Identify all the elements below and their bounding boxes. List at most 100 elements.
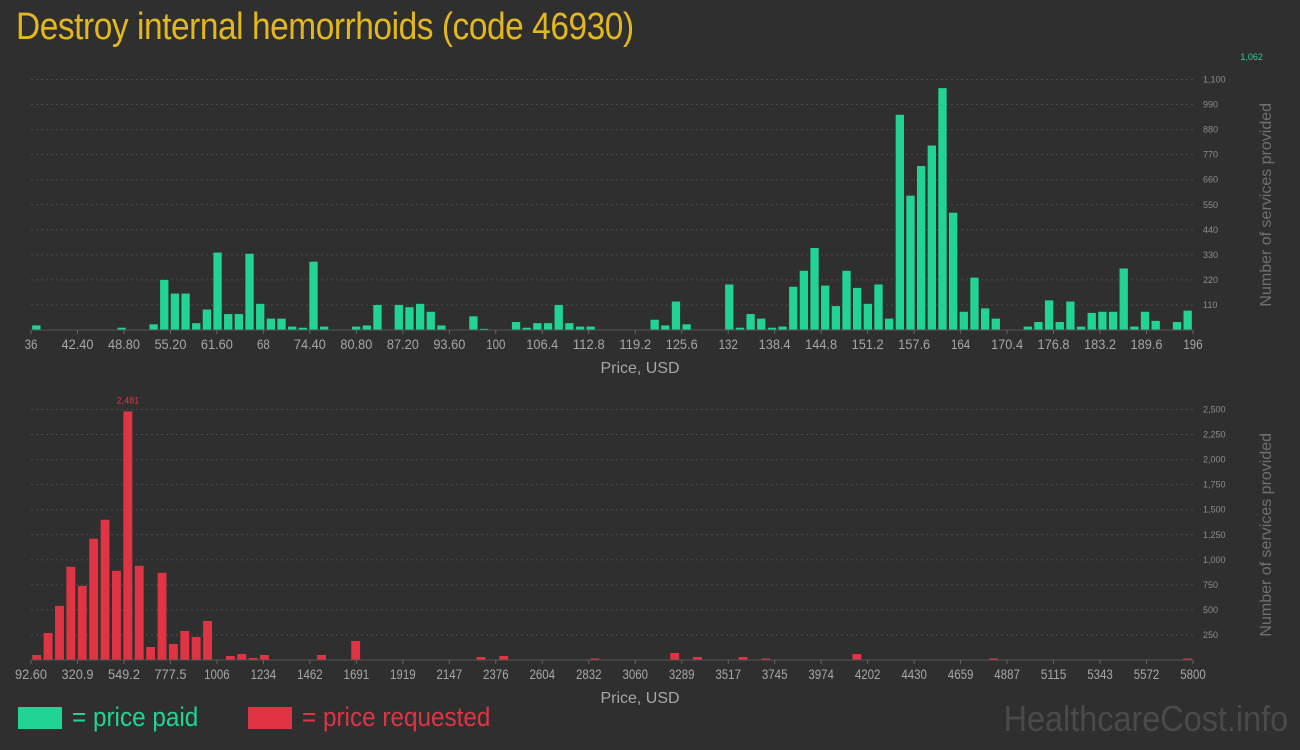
bar	[225, 655, 235, 660]
bar	[117, 327, 126, 330]
bar	[415, 303, 425, 330]
y-tick-label: 750	[1203, 580, 1218, 590]
bar	[224, 314, 233, 330]
bar	[256, 303, 265, 330]
bar	[437, 325, 446, 330]
bar	[810, 248, 819, 330]
bar	[320, 326, 329, 330]
y-tick-label: 550	[1203, 200, 1218, 210]
peak-value-label: 2,481	[117, 395, 140, 405]
bar	[191, 636, 201, 660]
bar	[160, 279, 169, 330]
bar	[192, 323, 201, 330]
x-tick-label: 92.60	[15, 666, 47, 682]
bar	[180, 630, 190, 660]
bar	[789, 286, 798, 330]
bar	[146, 646, 156, 660]
bar	[799, 270, 809, 330]
y-tick-label: 1,100	[1203, 75, 1226, 85]
y-tick-label: 250	[1203, 630, 1218, 640]
legend-item-price-paid: = price paid	[18, 702, 212, 733]
y-tick-label: 1,500	[1203, 505, 1226, 515]
bar	[906, 195, 915, 330]
bar	[1151, 320, 1160, 330]
bar	[351, 326, 361, 330]
legend-label-price-paid: = price paid	[72, 702, 199, 732]
bar	[469, 316, 478, 330]
x-tick-label: 183.2	[1084, 336, 1116, 352]
bar	[1182, 658, 1192, 660]
y-axis-title: Number of services provided	[1258, 433, 1275, 637]
bar	[66, 566, 76, 660]
bar	[511, 322, 521, 330]
page-title: Destroy internal hemorrhoids (code 46930…	[16, 6, 634, 48]
legend: = price paid = price requested	[18, 702, 548, 733]
bar	[149, 324, 158, 330]
x-tick-label: 4887	[994, 666, 1020, 682]
bar	[476, 656, 486, 660]
bar	[831, 306, 841, 330]
bar	[927, 145, 936, 330]
y-tick-label: 2,000	[1203, 455, 1226, 465]
bar	[203, 620, 213, 660]
bar	[938, 88, 947, 330]
bar	[661, 325, 670, 330]
bar	[980, 308, 990, 330]
x-tick-label: 125.6	[666, 336, 698, 352]
y-tick-label: 2,250	[1203, 430, 1226, 440]
bar	[586, 326, 595, 330]
legend-item-price-requested: = price requested	[248, 702, 511, 733]
x-tick-label: 1691	[344, 666, 370, 682]
bar	[1076, 326, 1086, 330]
y-tick-label: 2,500	[1203, 405, 1226, 415]
bar	[248, 657, 258, 660]
x-tick-label: 100	[486, 336, 505, 352]
bar	[288, 326, 297, 330]
x-tick-label: 157.6	[898, 336, 930, 352]
bar	[499, 655, 509, 660]
x-tick-label: 1234	[251, 666, 277, 682]
y-tick-label: 500	[1203, 605, 1218, 615]
x-tick-label: 164	[951, 336, 970, 352]
x-tick-label: 3517	[715, 666, 741, 682]
x-axis-title: Price, USD	[600, 360, 679, 377]
x-tick-label: 61.60	[201, 336, 233, 352]
bar	[260, 654, 269, 660]
y-tick-label: 1,000	[1203, 555, 1226, 565]
x-tick-label: 5800	[1180, 666, 1206, 682]
x-tick-label: 42.40	[61, 336, 93, 352]
bar	[1108, 311, 1118, 330]
bar	[170, 293, 180, 330]
bar	[351, 640, 361, 660]
y-tick-label: 770	[1203, 150, 1218, 160]
peak-value-label: 1,062	[1240, 52, 1263, 62]
x-tick-label: 55.20	[154, 336, 186, 352]
bar	[426, 311, 435, 330]
bar	[590, 658, 600, 660]
y-axis-title: Number of services provided	[1258, 103, 1275, 307]
x-tick-label: 5572	[1134, 666, 1160, 682]
bar	[77, 585, 87, 660]
bar	[1172, 322, 1182, 330]
bar	[181, 293, 190, 330]
bar	[761, 658, 771, 660]
bar	[237, 653, 247, 660]
bar	[123, 411, 133, 660]
bar	[394, 304, 403, 330]
price-paid-chart: 110 220 330 440 550 660 770 880 990 1,100 1,062 36 4…	[25, 52, 1275, 377]
bar	[1034, 322, 1043, 330]
x-tick-label: 2604	[529, 666, 555, 682]
bar	[234, 314, 244, 330]
x-tick-label: 320.9	[61, 666, 93, 682]
y-tick-label: 330	[1203, 250, 1218, 260]
bar	[991, 318, 1000, 330]
y-tick-label: 990	[1203, 100, 1218, 110]
x-tick-label: 189.6	[1131, 336, 1163, 352]
x-tick-label: 170.4	[991, 336, 1023, 352]
bar	[266, 318, 276, 330]
x-tick-label: 36	[25, 336, 38, 352]
watermark: HealthcareCost.info	[1003, 698, 1288, 739]
legend-label-price-requested: = price requested	[302, 702, 491, 732]
x-tick-label: 1006	[204, 666, 230, 682]
x-tick-label: 80.80	[340, 336, 372, 352]
